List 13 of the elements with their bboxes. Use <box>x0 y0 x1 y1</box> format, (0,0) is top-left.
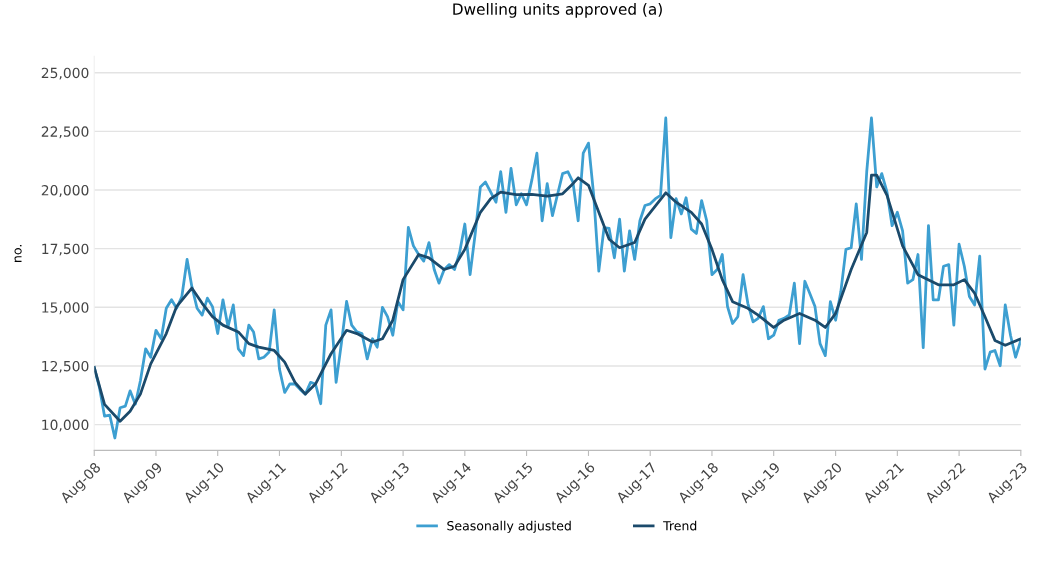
legend-label: Seasonally adjusted <box>447 520 571 533</box>
y-tick-label: 17,500 <box>42 243 89 256</box>
y-axis-title: no. <box>14 245 22 262</box>
y-tick-label: 15,000 <box>42 302 89 315</box>
line-series <box>94 116 1021 440</box>
y-tick-label: 12,500 <box>42 360 89 373</box>
y-tick-label: 22,500 <box>41 126 89 139</box>
line-series <box>94 173 1021 423</box>
chart-title: Dwelling units approved (a) <box>453 3 662 18</box>
legend-label: Trend <box>663 520 697 531</box>
y-tick-label: 10,000 <box>42 419 89 432</box>
y-tick-label: 25,000 <box>41 67 89 80</box>
y-tick-label: 20,000 <box>41 184 89 197</box>
